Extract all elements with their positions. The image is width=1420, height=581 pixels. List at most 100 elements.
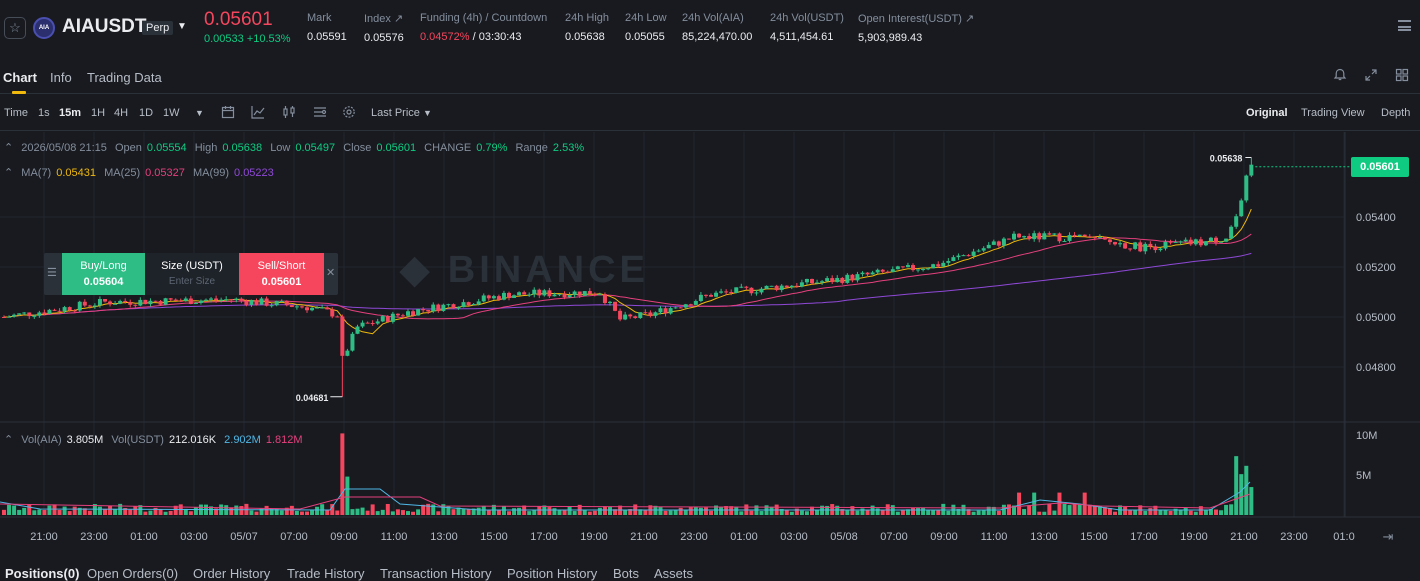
volume-bar — [1128, 510, 1132, 515]
collapse-icon[interactable]: ⌃ — [4, 142, 13, 154]
tab-bots[interactable]: Bots — [613, 566, 639, 581]
tab-trading-data[interactable]: Trading Data — [87, 70, 162, 85]
candle-body — [896, 266, 900, 269]
candle-body — [704, 295, 708, 296]
interval-more-icon[interactable]: ▼ — [195, 108, 204, 118]
candle-body — [1128, 248, 1132, 249]
candle-body — [573, 292, 577, 296]
interval-4h[interactable]: 4H — [114, 107, 128, 119]
tab-open-orders[interactable]: Open Orders(0) — [87, 566, 178, 581]
menu-icon[interactable] — [1398, 20, 1411, 31]
gear-icon[interactable] — [342, 105, 356, 119]
stat-index[interactable]: Index ↗ 0.05576 — [364, 12, 404, 44]
scroll-to-latest-icon[interactable]: ⇥ — [1383, 529, 1394, 544]
tab-order-history[interactable]: Order History — [193, 566, 270, 581]
candle-body — [411, 311, 415, 315]
view-depth[interactable]: Depth — [1381, 107, 1410, 119]
interval-15m[interactable]: 15m — [59, 107, 81, 119]
tab-chart[interactable]: Chart — [3, 70, 37, 85]
stat-value: 0.05576 — [364, 32, 404, 44]
candle-body — [754, 292, 758, 293]
candle-body — [482, 295, 486, 301]
collapse-icon[interactable]: ⌃ — [4, 167, 13, 179]
close-icon[interactable]: ✕ — [326, 266, 335, 279]
stat-24h-high: 24h High 0.05638 — [565, 12, 609, 43]
stat-value: 5,903,989.43 — [858, 32, 974, 44]
candle-body — [1179, 241, 1183, 242]
stat-label: 24h Vol(USDT) — [770, 12, 844, 24]
volume-bar — [148, 511, 152, 515]
candle-body — [12, 315, 16, 317]
interval-1w[interactable]: 1W — [163, 107, 180, 119]
volume-bar — [12, 506, 16, 515]
candle-body — [507, 293, 511, 298]
candle-body — [204, 300, 208, 301]
time-tick-label: 01:0 — [1333, 531, 1354, 543]
tab-positions[interactable]: Positions(0) — [5, 566, 79, 581]
symbol-dropdown-icon[interactable]: ▼ — [177, 21, 187, 32]
volume-bar — [977, 511, 981, 515]
interval-1h[interactable]: 1H — [91, 107, 105, 119]
expand-icon[interactable] — [1364, 68, 1378, 82]
candle-body — [1189, 240, 1193, 245]
tab-trade-history[interactable]: Trade History — [287, 566, 365, 581]
volume-bar — [1224, 505, 1228, 515]
volume-bar — [946, 511, 950, 515]
bell-icon[interactable] — [1333, 68, 1347, 82]
interval-1s[interactable]: 1s — [38, 107, 50, 119]
indicator-settings-icon[interactable] — [313, 105, 327, 119]
stat-open-interest[interactable]: Open Interest(USDT) ↗ 5,903,989.43 — [858, 12, 974, 44]
drag-handle-icon[interactable]: ☰ — [47, 266, 57, 279]
candle-body — [7, 317, 11, 318]
coin-logo-icon: AIA — [33, 17, 55, 39]
candle-body — [179, 301, 183, 302]
time-tick-label: 11:00 — [381, 531, 408, 543]
candle-body — [320, 307, 324, 308]
volume-bar — [547, 507, 551, 515]
tab-info[interactable]: Info — [50, 70, 72, 85]
symbol-name[interactable]: AIAUSDT — [62, 16, 146, 38]
line-chart-icon[interactable] — [251, 105, 265, 119]
view-trading-view[interactable]: Trading View — [1301, 107, 1365, 119]
volume-bar — [931, 510, 935, 515]
buy-long-button[interactable]: Buy/Long 0.05604 — [62, 253, 145, 295]
candle-body — [714, 293, 718, 297]
candle-body — [295, 306, 299, 307]
candle-body — [835, 278, 839, 282]
favorite-star-icon[interactable]: ☆ — [4, 17, 26, 39]
volume-bar — [689, 507, 693, 515]
volume-bar — [719, 507, 723, 515]
price-type-select[interactable]: Last Price ▼ — [371, 107, 432, 119]
candle-body — [916, 269, 920, 270]
candle-body — [1224, 239, 1228, 242]
size-placeholder[interactable]: Enter Size — [145, 276, 239, 287]
tab-position-history[interactable]: Position History — [507, 566, 597, 581]
sell-short-button[interactable]: Sell/Short 0.05601 — [239, 253, 324, 295]
volume-bar — [760, 511, 764, 515]
tab-transaction-history[interactable]: Transaction History — [380, 566, 492, 581]
size-input[interactable]: Size (USDT) Enter Size — [145, 253, 239, 295]
tab-assets[interactable]: Assets — [654, 566, 693, 581]
candle-body — [497, 296, 501, 300]
candle-body — [532, 290, 536, 295]
collapse-icon[interactable]: ⌃ — [4, 434, 13, 446]
candle-body — [436, 305, 440, 311]
stat-funding[interactable]: Funding (4h) / Countdown 0.04572% / 03:3… — [420, 12, 547, 43]
stat-mark[interactable]: Mark 0.05591 — [307, 12, 347, 43]
layout-grid-icon[interactable] — [1395, 68, 1409, 82]
view-original[interactable]: Original — [1246, 107, 1288, 119]
calendar-icon[interactable] — [221, 105, 235, 119]
time-tick-label: 05/07 — [230, 531, 258, 543]
candle-body — [734, 287, 738, 293]
candle-body — [977, 251, 981, 252]
volume-bar — [1219, 510, 1223, 515]
candlestick-icon[interactable] — [282, 105, 296, 119]
candlestick-chart[interactable]: ◆ BINANCE 0.054000.052000.050000.0480010… — [0, 132, 1420, 557]
interval-1d[interactable]: 1D — [139, 107, 153, 119]
interval-time[interactable]: Time — [4, 107, 28, 119]
candle-body — [724, 291, 728, 292]
volume-bar — [1239, 474, 1243, 515]
buy-price: 0.05604 — [62, 276, 145, 288]
volume-tick-label: 5M — [1356, 470, 1371, 482]
